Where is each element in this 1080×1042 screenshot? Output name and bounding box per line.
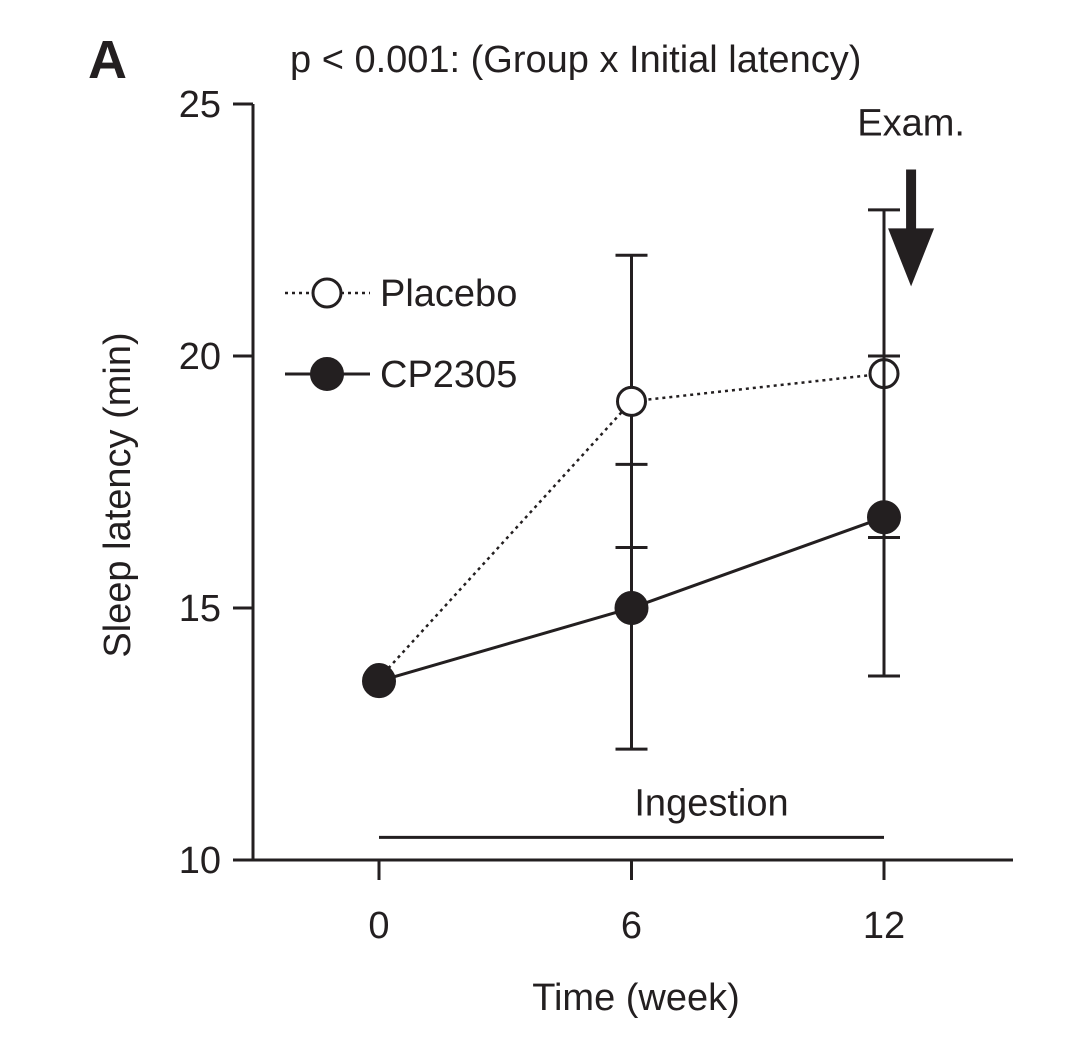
exam-arrow-head	[888, 228, 935, 287]
x-axis-label: Time (week)	[532, 977, 740, 1019]
legend-label-cp2305: CP2305	[380, 354, 517, 396]
chart-title: p < 0.001: (Group x Initial latency)	[290, 39, 861, 81]
placebo-point	[616, 385, 647, 417]
y-axis-label: Sleep latency (min)	[97, 332, 139, 657]
x-ticks: 0 6 12	[368, 860, 905, 947]
series-cp2305	[362, 208, 901, 751]
y-tick-label: 15	[179, 588, 221, 630]
cp2305-point	[867, 500, 901, 535]
cp2305-point	[362, 664, 396, 699]
y-tick-label: 25	[179, 84, 221, 126]
series-layer	[362, 208, 901, 751]
x-tick-label: 0	[368, 905, 389, 947]
ingestion-label: Ingestion	[634, 782, 788, 824]
legend-marker-cp2305	[310, 357, 344, 391]
legend: Placebo CP2305	[285, 273, 517, 396]
x-tick-label: 12	[863, 905, 905, 947]
x-tick-label: 6	[621, 905, 642, 947]
legend-label-placebo: Placebo	[380, 273, 517, 315]
y-tick-label: 20	[179, 336, 221, 378]
y-tick-label: 10	[179, 840, 221, 882]
y-ticks: 10 15 20 25	[179, 84, 253, 882]
panel-letter: A	[88, 30, 127, 90]
cp2305-point	[614, 591, 649, 625]
legend-marker-placebo	[311, 277, 343, 309]
annotations: Ingestion Exam.	[379, 103, 965, 839]
exam-label: Exam.	[857, 103, 965, 145]
